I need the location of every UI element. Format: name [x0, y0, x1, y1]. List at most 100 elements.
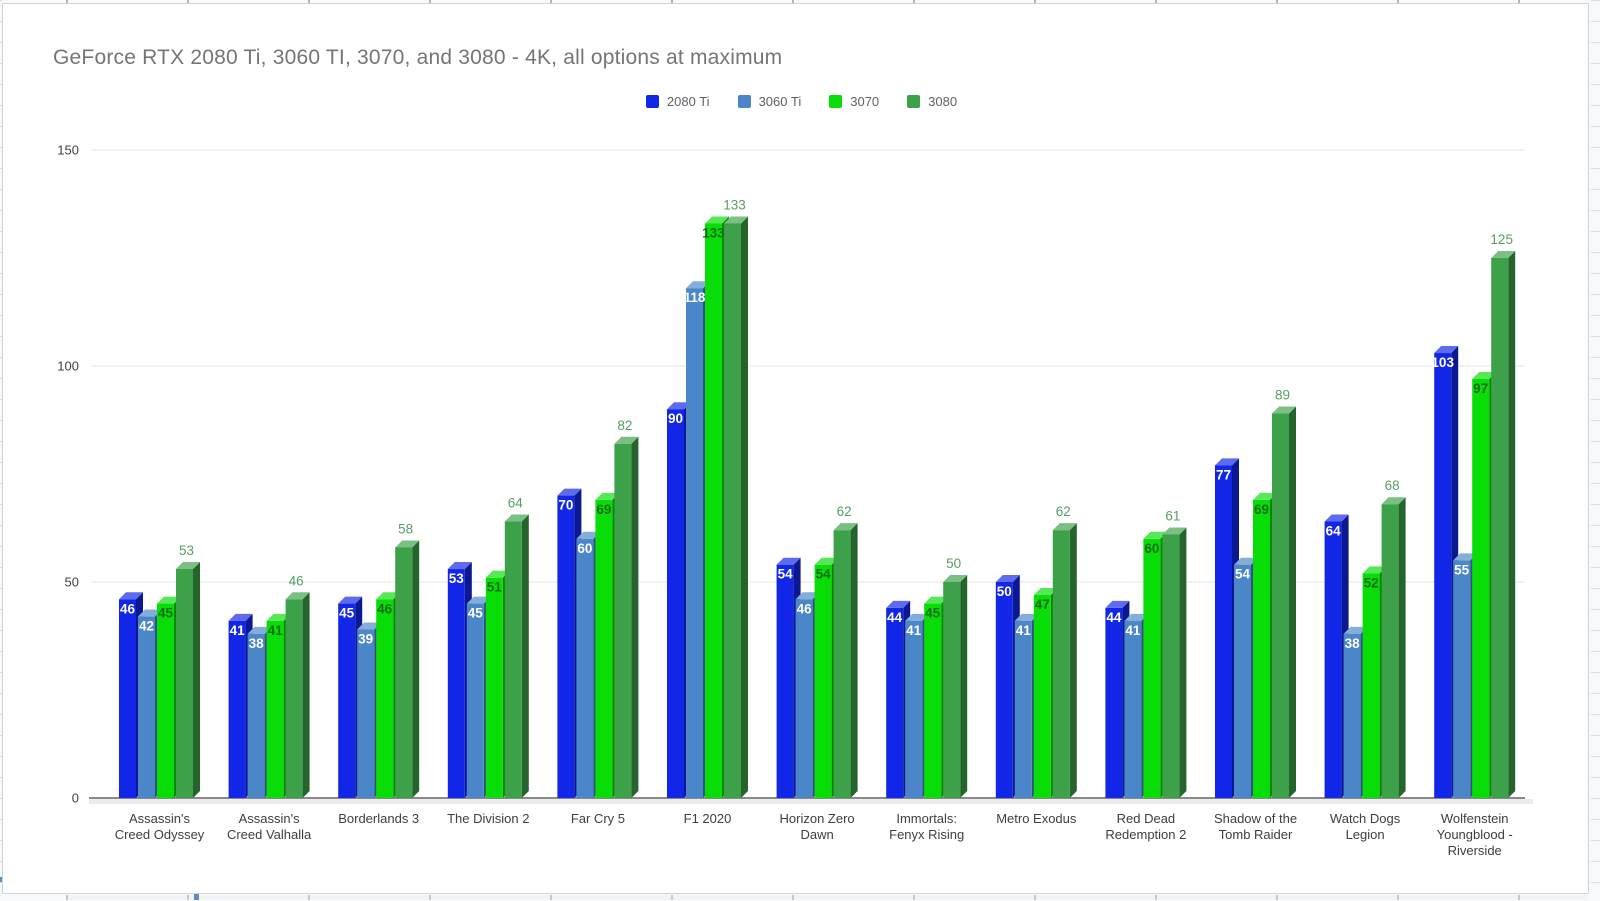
- bar-2080-ti-assassin-s-creed-odyssey: [119, 599, 136, 798]
- category-label: Creed Valhalla: [227, 827, 312, 842]
- value-label: 41: [230, 623, 246, 638]
- value-label: 45: [339, 606, 355, 621]
- bar-side: [412, 540, 420, 798]
- bar-3080-watch-dogs-legion: [1381, 504, 1399, 798]
- value-label: 45: [468, 606, 484, 621]
- bar-top: [595, 492, 620, 500]
- category-label: F1 2020: [684, 811, 732, 826]
- bar-top: [1381, 497, 1406, 505]
- value-label: 55: [1454, 562, 1470, 577]
- bar-3060-ti-shadow-of-the-tomb-raider: [1234, 564, 1251, 798]
- selection-tick-left: [0, 877, 3, 882]
- bar-3070-assassin-s-creed-odyssey: [157, 603, 174, 798]
- bar-top: [886, 600, 911, 608]
- value-label: 41: [1016, 623, 1032, 638]
- legend-swatch-3060-ti: [737, 95, 751, 108]
- bar-3060-ti-horizon-zero-dawn: [795, 599, 813, 798]
- bar-3080-assassin-s-creed-odyssey: [176, 569, 193, 798]
- category-label: Dawn: [800, 827, 833, 842]
- bar-top: [943, 575, 968, 582]
- bar-top: [614, 436, 639, 444]
- bar-2080-ti-watch-dogs-legion: [1324, 521, 1342, 798]
- bar-3080-borderlands-3: [395, 547, 413, 798]
- legend-swatch-2080-ti: [645, 95, 659, 108]
- category-label: Riverside: [1448, 843, 1502, 858]
- value-label: 64: [1326, 524, 1342, 539]
- category-label: Metro Exodus: [996, 811, 1077, 826]
- bar-3080-f1-2020: [724, 223, 741, 798]
- category-label: Immortals:: [896, 811, 957, 826]
- bar-3060-ti-the-division-2: [466, 603, 484, 798]
- bar-3060-ti-wolfenstein-youngblood-riverside: [1453, 560, 1471, 798]
- value-label: 51: [487, 580, 503, 595]
- bar-2080-ti-far-cry-5: [557, 495, 575, 798]
- bar-3070-watch-dogs-legion: [1362, 573, 1380, 798]
- bar-3070-red-dead-redemption-2: [1143, 538, 1161, 798]
- category-label: Horizon Zero: [780, 811, 855, 826]
- value-label: 69: [596, 502, 611, 517]
- bar-top: [1491, 251, 1516, 258]
- y-tick-label: 0: [72, 791, 79, 806]
- value-label: 45: [925, 606, 941, 621]
- value-label-above: 62: [837, 504, 852, 519]
- bar-3060-ti-f1-2020: [686, 288, 703, 798]
- bar-3080-horizon-zero-dawn: [833, 530, 851, 798]
- bar-side: [1069, 523, 1077, 798]
- bar-top: [1105, 600, 1130, 608]
- bar-top: [557, 488, 582, 496]
- bar-3080-far-cry-5: [614, 443, 632, 798]
- legend-item-3080: 3080: [907, 94, 957, 109]
- legend-label: 3080: [928, 94, 958, 109]
- bar-top: [266, 613, 291, 621]
- bar-top: [1324, 514, 1349, 522]
- chart-card[interactable]: GeForce RTX 2080 Ti, 3060 TI, 3070, and …: [2, 3, 1589, 894]
- legend-label: 3060 Ti: [758, 94, 802, 109]
- chart-title: GeForce RTX 2080 Ti, 3060 TI, 3070, and …: [53, 46, 783, 69]
- bar-top: [995, 575, 1020, 582]
- category-label: Wolfenstein: [1441, 811, 1509, 826]
- bar-top: [176, 562, 200, 570]
- category-label: Assassin's: [239, 811, 301, 826]
- bar-3070-f1-2020: [705, 223, 722, 798]
- bar-top: [157, 596, 181, 604]
- bar-3080-the-division-2: [504, 521, 522, 798]
- bar-side: [960, 575, 968, 798]
- legend-label: 3070: [850, 94, 880, 109]
- bar-top: [338, 596, 363, 604]
- bar-side: [1179, 527, 1187, 798]
- bar-top: [228, 613, 253, 621]
- value-label: 38: [1345, 636, 1361, 651]
- bar-top: [924, 596, 949, 604]
- bar-2080-ti-shadow-of-the-tomb-raider: [1215, 465, 1232, 798]
- value-label: 54: [816, 567, 832, 582]
- value-label-above: 62: [1056, 504, 1071, 519]
- legend-swatch-3070: [829, 95, 843, 108]
- bar-side: [1508, 251, 1516, 798]
- value-label-above: 61: [1165, 508, 1180, 523]
- value-label-above: 89: [1275, 388, 1290, 403]
- bar-top: [1434, 346, 1459, 354]
- value-label: 52: [1364, 575, 1379, 590]
- value-label: 69: [1254, 502, 1269, 517]
- bar-3070-far-cry-5: [595, 499, 613, 798]
- bar-3070-wolfenstein-youngblood-riverside: [1472, 378, 1490, 798]
- bar-3060-ti-immortals-fenyx-rising: [905, 620, 923, 798]
- value-label-above: 53: [179, 543, 194, 558]
- bar-3070-immortals-fenyx-rising: [924, 603, 942, 798]
- value-label-above: 46: [289, 573, 304, 588]
- bar-3080-wolfenstein-youngblood-riverside: [1491, 258, 1509, 798]
- bar-side: [302, 592, 310, 798]
- category-label: Red Dead: [1117, 811, 1176, 826]
- value-label-above: 64: [508, 496, 524, 511]
- bar-top: [1215, 458, 1239, 466]
- bar-side: [1398, 497, 1406, 798]
- bar-top: [686, 281, 710, 289]
- category-label: Redemption 2: [1105, 827, 1186, 842]
- bar-3060-ti-metro-exodus: [1014, 620, 1032, 798]
- bar-side: [850, 523, 858, 798]
- bar-top: [395, 540, 420, 548]
